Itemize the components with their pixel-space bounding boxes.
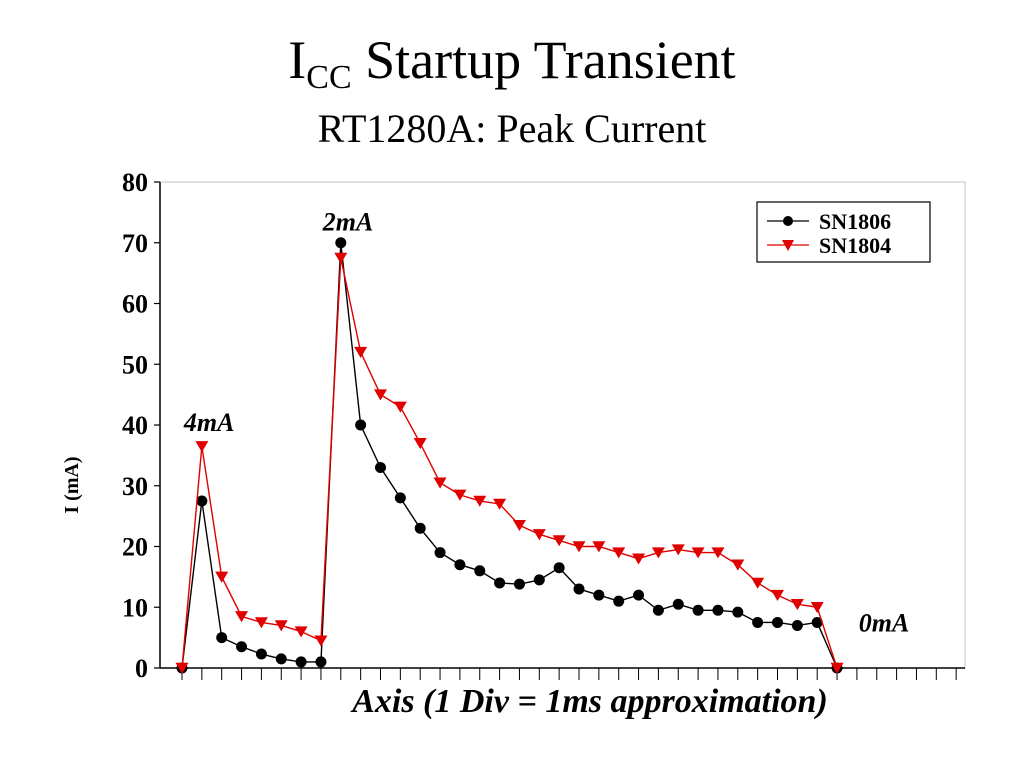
legend-marker xyxy=(783,216,793,226)
y-axis-label: I (mA) xyxy=(61,456,83,513)
y-tick-label: 50 xyxy=(122,350,148,379)
data-point xyxy=(315,656,327,668)
y-tick-label: 10 xyxy=(122,593,148,622)
data-point xyxy=(632,553,646,565)
data-point xyxy=(394,492,406,504)
data-point xyxy=(732,606,744,618)
title-subscript: CC xyxy=(306,59,352,96)
x-axis-label: Axis (1 Div = 1ms approximation) xyxy=(350,683,828,720)
series-line-SN1804 xyxy=(181,257,838,669)
data-point xyxy=(532,529,546,541)
y-tick-label: 80 xyxy=(122,168,148,197)
series-line-SN1806 xyxy=(181,242,838,669)
data-point xyxy=(434,547,446,559)
data-point xyxy=(374,389,387,401)
data-point xyxy=(433,477,447,489)
data-point xyxy=(811,616,823,628)
y-tick-label: 20 xyxy=(122,533,148,562)
data-point xyxy=(651,547,665,559)
data-point xyxy=(751,577,765,589)
data-point xyxy=(474,565,486,577)
data-point xyxy=(295,656,307,668)
data-point xyxy=(473,495,487,507)
data-point xyxy=(335,237,347,249)
chart-title: ICC Startup Transient xyxy=(0,30,1024,108)
data-point xyxy=(493,498,507,510)
data-point xyxy=(790,599,804,611)
legend-box xyxy=(756,201,931,263)
data-point xyxy=(453,489,467,501)
data-point xyxy=(752,616,764,628)
data-point xyxy=(175,662,189,674)
legend-label: SN1806 xyxy=(819,209,891,234)
data-point xyxy=(652,604,664,616)
title-rest: Startup Transient xyxy=(351,30,736,90)
data-point xyxy=(771,589,784,601)
data-point xyxy=(355,419,367,431)
data-point xyxy=(731,559,745,571)
annotation-label: 4mA xyxy=(183,408,235,437)
data-point xyxy=(671,544,685,556)
data-point xyxy=(810,602,824,614)
data-point xyxy=(254,617,268,629)
data-point xyxy=(692,604,704,616)
y-tick-label: 60 xyxy=(122,290,148,319)
data-point xyxy=(196,495,208,507)
data-point xyxy=(236,641,248,653)
data-point xyxy=(691,547,705,559)
data-point xyxy=(711,547,725,559)
data-point xyxy=(612,547,626,559)
data-point xyxy=(552,535,566,547)
data-point xyxy=(572,541,586,553)
data-point xyxy=(216,632,228,644)
data-point xyxy=(573,583,585,595)
data-point xyxy=(593,589,605,601)
data-point xyxy=(255,648,267,660)
data-point xyxy=(592,541,606,553)
y-tick-label: 40 xyxy=(122,411,148,440)
data-point xyxy=(334,252,348,264)
data-point xyxy=(195,441,209,453)
data-point xyxy=(712,604,724,616)
data-point xyxy=(314,635,328,647)
data-point xyxy=(513,578,525,590)
data-point xyxy=(235,611,249,623)
data-point xyxy=(275,653,287,665)
data-point xyxy=(393,401,407,413)
data-point xyxy=(672,598,684,610)
data-point xyxy=(215,571,229,583)
data-point xyxy=(533,574,545,586)
data-point xyxy=(413,438,427,450)
chart-subtitle: RT1280A: Peak Current xyxy=(317,106,707,151)
data-point xyxy=(354,346,368,358)
data-point xyxy=(414,522,426,534)
annotation-label: 2mA xyxy=(322,207,374,236)
legend-label: SN1804 xyxy=(819,233,891,258)
y-tick-label: 0 xyxy=(135,654,148,683)
data-point xyxy=(633,589,645,601)
data-point xyxy=(512,520,526,532)
data-point xyxy=(613,595,625,607)
y-tick-label: 30 xyxy=(122,472,148,501)
data-point xyxy=(553,562,565,574)
y-tick-label: 70 xyxy=(122,229,148,258)
legend-marker xyxy=(782,240,794,251)
data-point xyxy=(494,577,506,589)
data-point xyxy=(454,559,466,571)
data-point xyxy=(274,620,288,632)
data-point xyxy=(375,462,386,474)
title-main: I xyxy=(288,30,307,90)
data-point xyxy=(772,616,783,628)
data-point xyxy=(791,619,803,631)
data-point xyxy=(294,626,308,638)
data-point xyxy=(830,662,844,674)
annotation-label: 0mA xyxy=(859,608,910,637)
